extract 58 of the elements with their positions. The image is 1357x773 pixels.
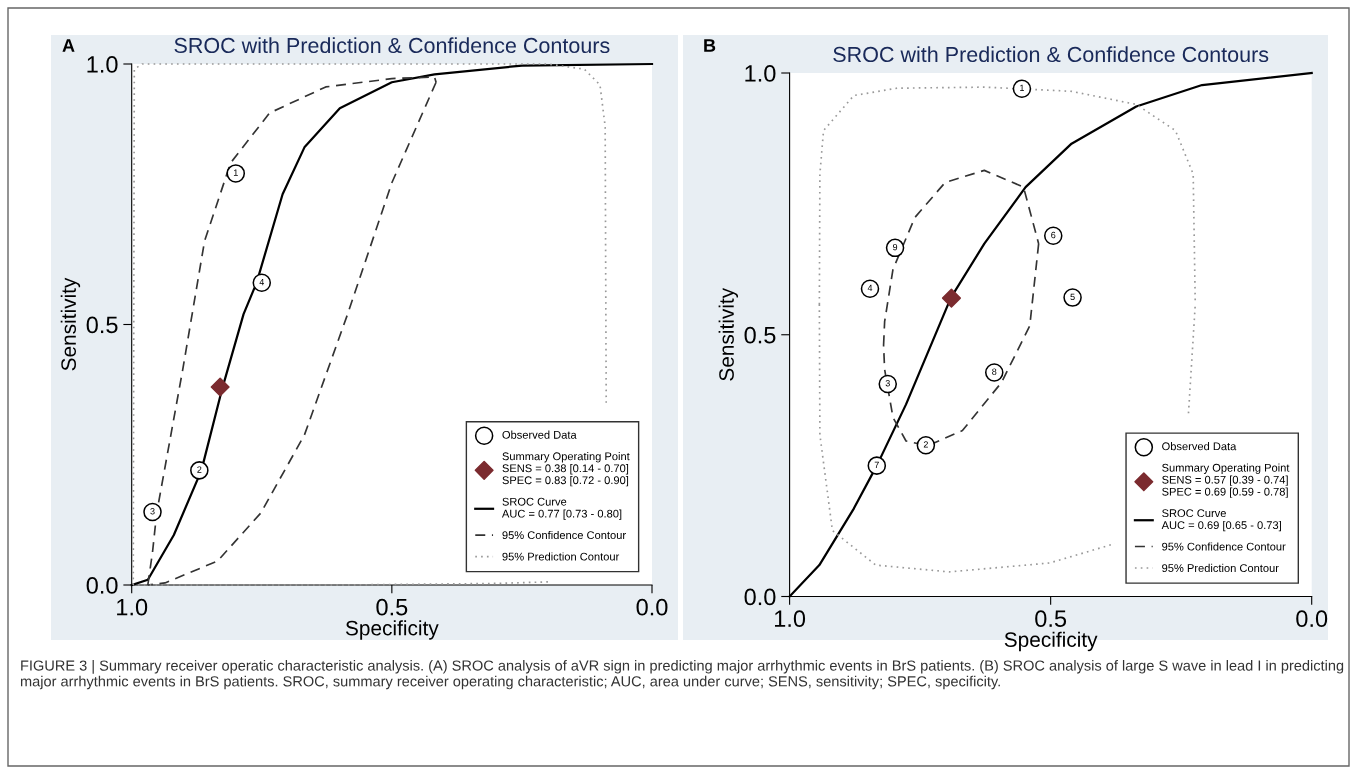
y-tick-label: 1.0 (745, 65, 776, 82)
legend-label: 95% Prediction Contour (1162, 563, 1279, 573)
x-axis-title: Specificity (1004, 631, 1098, 652)
legend-label: SROC Curve AUC = 0.77 [0.73 - 0.80] (501, 497, 622, 520)
chart-title: SROC with Prediction & Confidence Contours (833, 46, 1269, 63)
caption: FIGURE 3 | Summary receiver operatic characteristic analysis. (A) SROC analysis of aVR sign in predicting major arrhythmic events in BrS patients. (B) SROC analysis of large S wave in lead I in predicting major arrhythmic events in BrS patients. SROC, summary receiver operating characteristic; AUC, area under curve; SENS, sensitivity; SPEC, specificity. (20, 660, 1344, 690)
point (190, 461, 209, 480)
point (941, 288, 962, 308)
annotation: 7 (874, 461, 879, 468)
legend-label: 95% Confidence Contour (1162, 542, 1286, 551)
point (226, 164, 246, 183)
point (916, 435, 936, 455)
x-axis-title: Specificity (345, 620, 439, 640)
annotation: 4 (259, 278, 265, 286)
annotation: 2 (197, 466, 202, 473)
y-axis-title: Sensitivity (718, 287, 739, 381)
annotation: 9 (892, 243, 898, 251)
legend-label: Summary Operating Point SENS = 0.57 [0.39 - 0.74] SPEC = 0.69 [0.59 - 0.78] (1162, 463, 1290, 498)
chart-title: SROC with Prediction & Confidence Contours (174, 37, 610, 54)
point (867, 456, 887, 475)
x-tick-label: 1.0 (774, 610, 806, 628)
x-tick-label: 0.5 (1035, 610, 1067, 628)
point (210, 377, 230, 397)
point (252, 273, 272, 293)
text: A (62, 39, 75, 52)
y-tick-label: 0.5 (86, 316, 118, 334)
y-tick-label: 1.0 (87, 56, 118, 73)
point (1012, 79, 1032, 98)
annotation: 5 (1070, 293, 1075, 300)
x-tick-label: 0.0 (1296, 610, 1328, 628)
annotation: 3 (885, 379, 890, 387)
legend-label: Observed Data (502, 430, 577, 439)
point (878, 374, 898, 394)
legend-label: Summary Operating Point SENS = 0.38 [0.14 - 0.70] SPEC = 0.83 [0.72 - 0.90] (502, 452, 630, 487)
y-axis-title: Sensitivity (60, 277, 81, 371)
annotation: 6 (1051, 231, 1056, 239)
point (1043, 226, 1063, 246)
annotation: 3 (150, 508, 155, 515)
point (143, 502, 162, 522)
legend-label: Observed Data (1162, 442, 1237, 451)
annotation: 8 (992, 368, 997, 375)
legend-label: 95% Prediction Contour (502, 552, 620, 561)
y-tick-label: 0.5 (744, 326, 776, 344)
annotation: 2 (923, 441, 928, 448)
x-tick-label: 1.0 (117, 598, 148, 616)
x-tick-label: 0.5 (376, 598, 408, 616)
annotation: 4 (867, 284, 873, 292)
point (984, 363, 1004, 382)
legend-label: 95% Confidence Contour (502, 530, 626, 540)
annotation: 1 (1020, 84, 1024, 92)
legend-label: SROC Curve AUC = 0.69 [0.65 - 0.73] (1161, 509, 1281, 532)
x-tick-label: 0.0 (636, 598, 668, 616)
point (885, 238, 905, 258)
text: B (704, 39, 716, 52)
y-tick-label: 0.0 (86, 577, 118, 594)
point (1063, 288, 1082, 307)
point (860, 279, 880, 298)
annotation: 1 (233, 169, 238, 176)
